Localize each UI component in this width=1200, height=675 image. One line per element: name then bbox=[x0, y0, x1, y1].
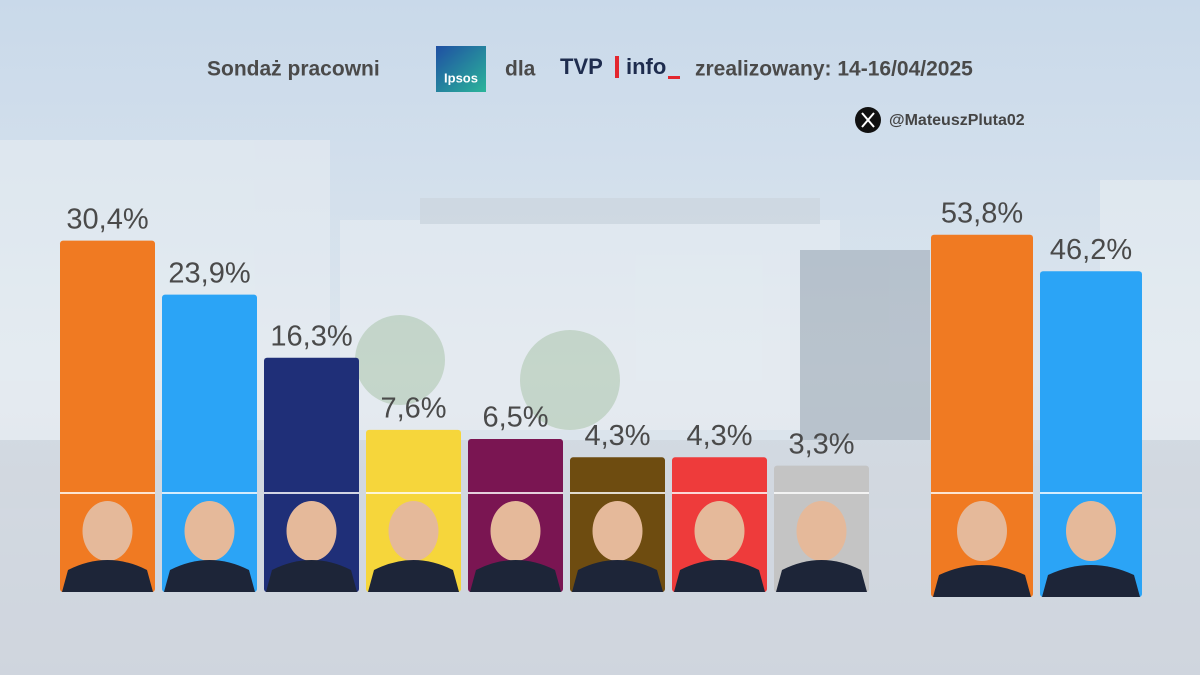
value-label: 4,3% bbox=[686, 420, 752, 452]
media-underscore bbox=[668, 76, 680, 79]
candidate-photo-body bbox=[1042, 565, 1140, 597]
candidate-photo-head bbox=[694, 501, 745, 561]
candidate-photo-head bbox=[184, 501, 235, 561]
value-label: 7,6% bbox=[380, 393, 446, 425]
candidate-photo-head bbox=[1066, 501, 1116, 561]
candidate-photo-body bbox=[470, 560, 561, 592]
candidate-photo-body bbox=[62, 560, 153, 592]
value-label: 4,3% bbox=[584, 420, 650, 452]
author-handle: @MateuszPluta02 bbox=[889, 112, 1025, 129]
candidate-photo-head bbox=[592, 501, 643, 561]
x-logo-mark bbox=[861, 112, 875, 128]
candidate-photo-head bbox=[957, 501, 1007, 561]
candidate-photo-body bbox=[572, 560, 663, 592]
value-label: 46,2% bbox=[1050, 234, 1132, 266]
value-label: 53,8% bbox=[941, 197, 1023, 229]
header-connector: dla bbox=[505, 58, 536, 81]
pollster-logo bbox=[436, 46, 486, 92]
media-divider bbox=[615, 56, 619, 78]
header-lead: Sondaż pracowni bbox=[207, 58, 380, 81]
candidate-photo-body bbox=[933, 565, 1031, 597]
bar bbox=[162, 294, 257, 592]
candidate-photo-head bbox=[82, 501, 133, 561]
candidate-photo-head bbox=[388, 501, 439, 561]
media-brand: TVP bbox=[560, 54, 603, 79]
candidate-photo-body bbox=[368, 560, 459, 592]
candidate-photo-head bbox=[286, 501, 337, 561]
candidate-photo-head bbox=[796, 501, 847, 561]
candidate-photo-body bbox=[164, 560, 255, 592]
candidate-photo-body bbox=[266, 560, 357, 592]
bar bbox=[931, 234, 1033, 597]
value-label: 16,3% bbox=[270, 320, 352, 352]
value-label: 30,4% bbox=[66, 203, 148, 235]
candidate-photo-body bbox=[776, 560, 867, 592]
media-channel: info bbox=[626, 54, 666, 79]
value-label: 6,5% bbox=[482, 402, 548, 434]
header-dates: zrealizowany: 14-16/04/2025 bbox=[695, 58, 973, 81]
bar bbox=[1040, 271, 1142, 597]
pollster-name: Ipsos bbox=[444, 70, 478, 85]
value-label: 3,3% bbox=[788, 428, 854, 460]
value-label: 23,9% bbox=[168, 257, 250, 289]
bar bbox=[60, 240, 155, 592]
candidate-photo-head bbox=[490, 501, 541, 561]
candidate-photo-body bbox=[674, 560, 765, 592]
